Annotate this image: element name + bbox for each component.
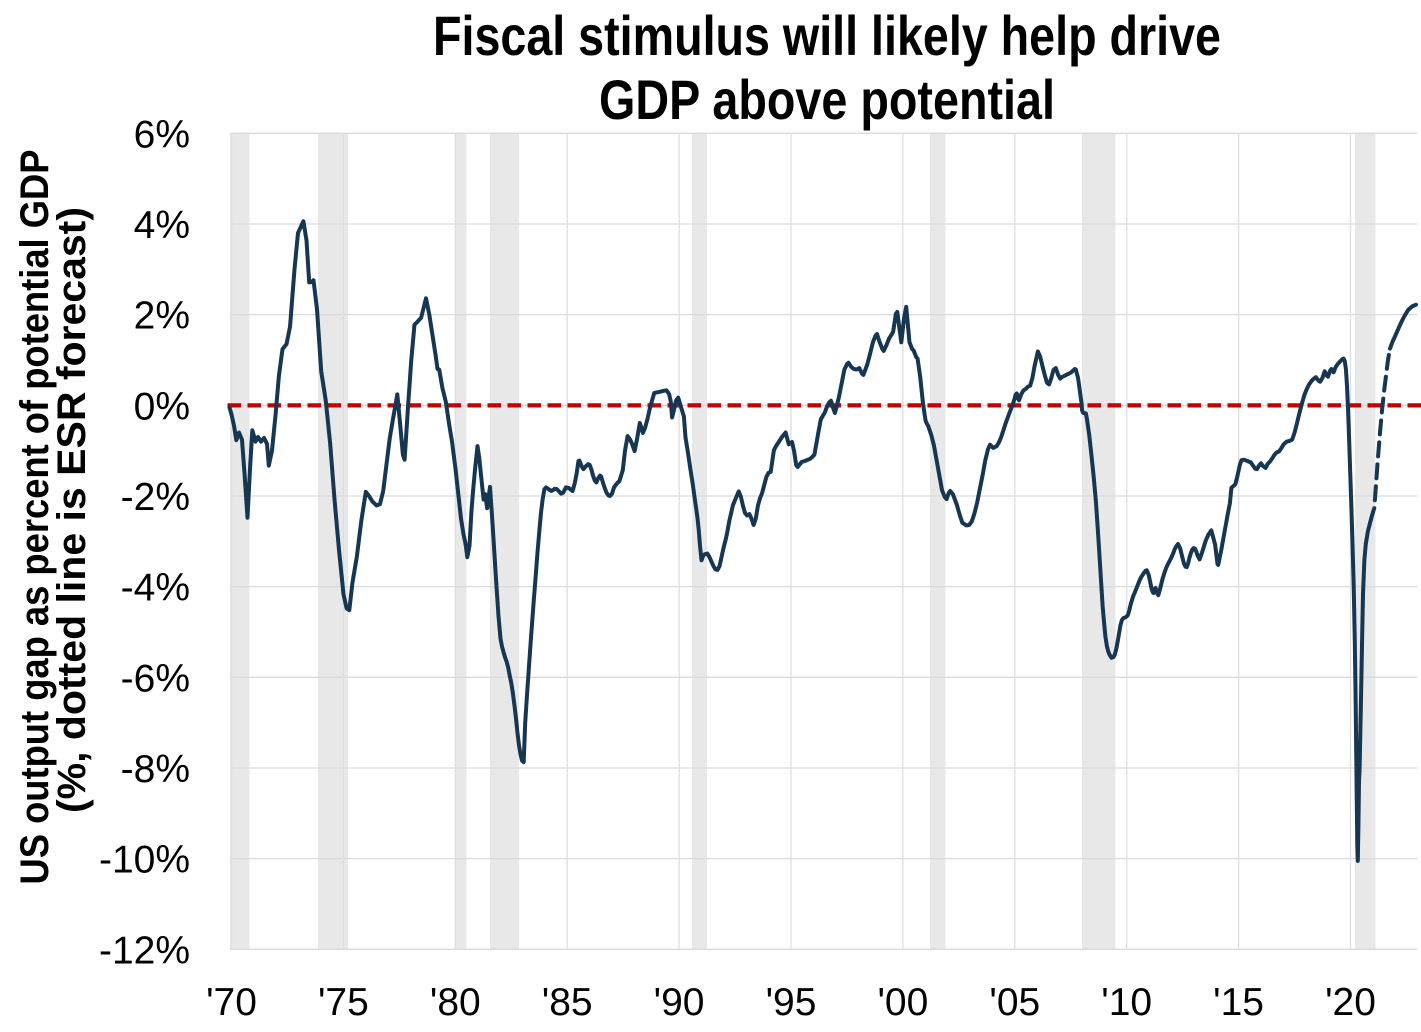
svg-text:Fiscal stimulus will likely he: Fiscal stimulus will likely help drive bbox=[433, 4, 1221, 67]
svg-text:'00: '00 bbox=[877, 981, 928, 1024]
svg-text:'85: '85 bbox=[542, 981, 593, 1024]
svg-text:-10%: -10% bbox=[99, 839, 190, 882]
svg-text:'90: '90 bbox=[654, 981, 705, 1024]
svg-text:-4%: -4% bbox=[121, 567, 190, 610]
svg-text:6%: 6% bbox=[134, 113, 190, 156]
svg-text:'20: '20 bbox=[1325, 981, 1376, 1024]
svg-text:-12%: -12% bbox=[99, 929, 190, 972]
svg-text:US output gap as percent of po: US output gap as percent of potential GD… bbox=[13, 150, 57, 885]
svg-text:'15: '15 bbox=[1213, 981, 1264, 1024]
svg-text:2%: 2% bbox=[134, 295, 190, 338]
svg-text:-6%: -6% bbox=[121, 657, 190, 700]
svg-text:(%, dotted line is ESR forecas: (%, dotted line is ESR forecast) bbox=[50, 207, 94, 813]
svg-text:'75: '75 bbox=[318, 981, 369, 1024]
svg-text:-8%: -8% bbox=[121, 748, 190, 791]
svg-text:-2%: -2% bbox=[121, 476, 190, 519]
svg-text:0%: 0% bbox=[134, 385, 190, 428]
svg-text:'70: '70 bbox=[206, 981, 257, 1024]
svg-text:'80: '80 bbox=[430, 981, 481, 1024]
svg-text:'10: '10 bbox=[1101, 981, 1152, 1024]
svg-text:GDP above potential: GDP above potential bbox=[599, 68, 1055, 131]
svg-text:'05: '05 bbox=[989, 981, 1040, 1024]
svg-text:'95: '95 bbox=[766, 981, 817, 1024]
svg-text:4%: 4% bbox=[134, 204, 190, 247]
